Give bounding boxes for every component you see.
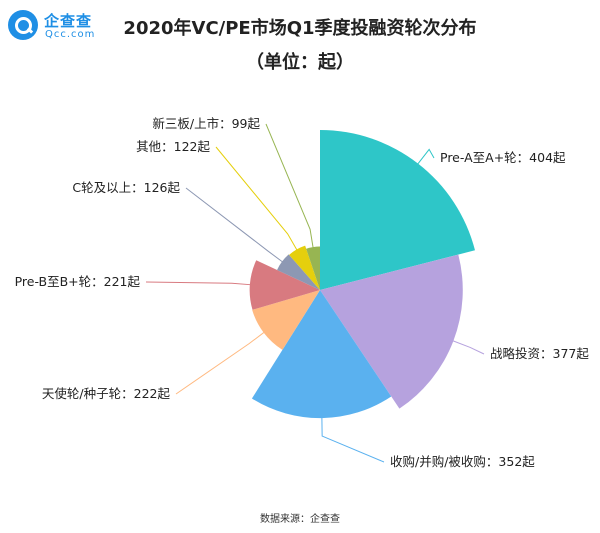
slice-label-7: 新三板/上市：99起: [152, 116, 260, 131]
slice-2: [251, 290, 392, 419]
leader-line-7: [265, 123, 314, 250]
slice-label-1: 战略投资：377起: [490, 346, 589, 361]
slice-4: [249, 260, 320, 310]
slice-0: [320, 130, 475, 290]
slice-3: [252, 290, 320, 350]
slice-label-4: Pre-B至B+轮：221起: [15, 274, 141, 289]
slice-5: [277, 254, 320, 290]
slice-label-0: Pre-A至A+轮：404起: [440, 150, 566, 165]
logo-text: 企查查: [44, 12, 93, 30]
chart-subtitle: （单位：起）: [246, 52, 354, 73]
chart-title: 2020年VC/PE市场Q1季度投融资轮次分布: [123, 18, 477, 39]
data-source: 数据来源：企查查: [260, 514, 340, 525]
slice-label-3: 天使轮/种子轮：222起: [42, 386, 171, 401]
slice-label-2: 收购/并购/被收购：352起: [390, 454, 535, 469]
search-logo-icon: [8, 10, 38, 40]
logo-subtext: Qcc.com: [45, 29, 96, 40]
slice-7: [306, 246, 320, 290]
leader-line-1: [451, 339, 485, 355]
leader-line-0: [416, 148, 435, 166]
slice-label-6: 其他：122起: [136, 139, 210, 154]
leader-line-4: [145, 281, 252, 286]
slice-label-5: C轮及以上：126起: [72, 180, 180, 195]
leader-line-2: [321, 416, 385, 463]
slice-1: [320, 254, 463, 409]
brand-logo: 企查查 Qcc.com: [8, 8, 118, 48]
slice-6: [289, 245, 320, 290]
leader-line-5: [185, 187, 284, 264]
leader-line-3: [175, 331, 266, 395]
leader-line-6: [215, 146, 299, 252]
